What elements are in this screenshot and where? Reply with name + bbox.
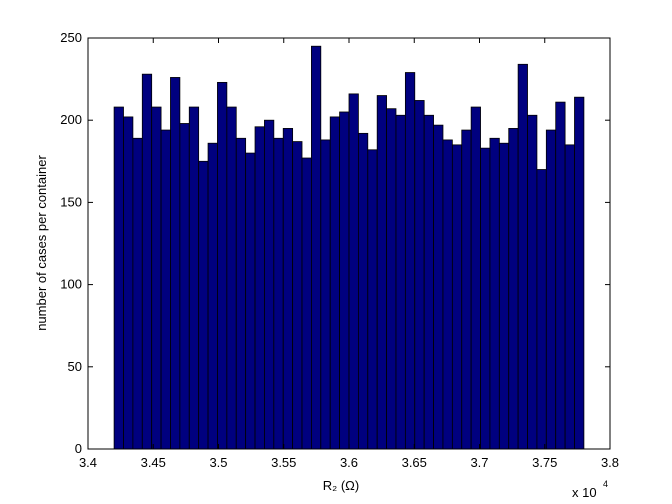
y-tick-label: 200 xyxy=(60,112,82,127)
x-tick-label: 3.7 xyxy=(470,455,488,470)
bar xyxy=(282,128,294,450)
bar xyxy=(188,106,200,450)
x-tick-label: 3.6 xyxy=(340,455,358,470)
bar xyxy=(160,129,171,450)
x-axis-label: R₂ (Ω) xyxy=(323,478,359,493)
bar xyxy=(555,101,566,450)
bar xyxy=(395,114,406,450)
y-tick-label: 100 xyxy=(60,277,82,292)
bar xyxy=(264,119,275,450)
bar xyxy=(367,149,378,450)
y-tick-label: 0 xyxy=(75,441,82,456)
bar xyxy=(527,114,538,450)
bar xyxy=(536,169,547,450)
bar xyxy=(517,63,528,450)
bar xyxy=(386,108,397,450)
bar xyxy=(113,106,124,450)
bar xyxy=(245,152,256,450)
bar xyxy=(301,157,312,450)
x-multiplier-exponent: 4 xyxy=(603,479,608,489)
bar xyxy=(489,137,500,450)
bar xyxy=(357,132,369,450)
bar xyxy=(451,144,463,450)
bar xyxy=(217,81,228,450)
bar xyxy=(151,106,162,450)
bar xyxy=(198,160,209,450)
x-tick-label: 3.75 xyxy=(532,455,557,470)
bar xyxy=(123,116,134,450)
y-tick-label: 50 xyxy=(68,359,82,374)
bar xyxy=(226,106,237,450)
bar xyxy=(442,139,453,450)
bar xyxy=(376,95,387,450)
bar xyxy=(132,137,143,450)
bar xyxy=(179,123,190,450)
bar xyxy=(461,129,472,450)
bar xyxy=(273,137,284,450)
bar xyxy=(414,100,425,450)
bar xyxy=(423,114,434,450)
bar xyxy=(574,96,585,450)
x-tick-label: 3.55 xyxy=(271,455,296,470)
bar xyxy=(480,147,491,450)
bar xyxy=(404,72,416,450)
bar xyxy=(235,137,247,450)
bar xyxy=(141,73,153,450)
bar xyxy=(329,116,341,450)
y-axis-label: number of cases per container xyxy=(34,155,49,331)
bar xyxy=(311,45,322,450)
bar xyxy=(207,142,218,450)
x-multiplier: x 10 xyxy=(572,485,597,500)
bar xyxy=(348,93,359,450)
bar xyxy=(339,111,350,450)
x-tick-label: 3.65 xyxy=(402,455,427,470)
bar xyxy=(170,77,181,450)
bar xyxy=(508,128,519,450)
y-tick-label: 150 xyxy=(60,194,82,209)
bar xyxy=(254,126,265,450)
bar xyxy=(320,139,331,450)
bar xyxy=(564,144,575,450)
y-tick-label: 250 xyxy=(60,30,82,45)
bar xyxy=(545,129,557,450)
bar xyxy=(292,141,303,450)
x-tick-label: 3.5 xyxy=(209,455,227,470)
x-tick-label: 3.4 xyxy=(79,455,97,470)
bar xyxy=(470,106,481,450)
bar xyxy=(433,124,444,450)
x-tick-label: 3.8 xyxy=(601,455,619,470)
x-tick-label: 3.45 xyxy=(141,455,166,470)
bar xyxy=(498,142,510,450)
